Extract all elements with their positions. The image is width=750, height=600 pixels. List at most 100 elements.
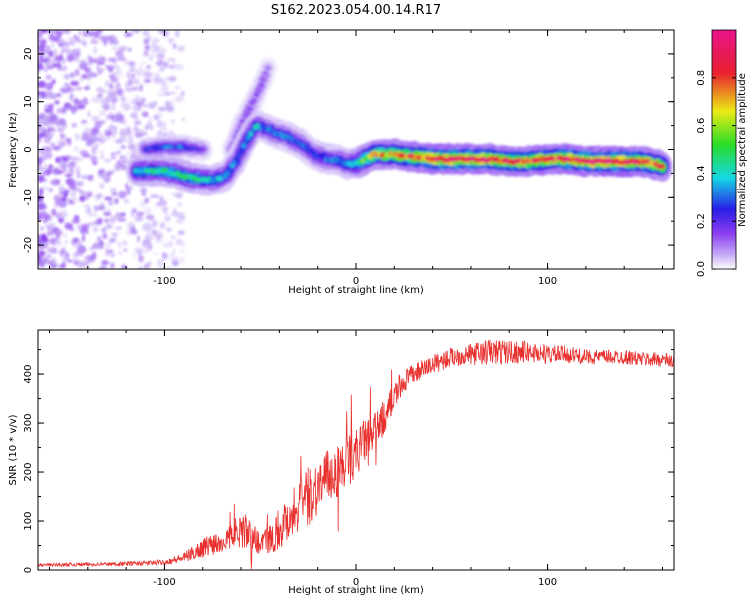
ridge-mark (239, 148, 244, 154)
ridge-mark (227, 166, 233, 172)
noise-speckle (97, 119, 101, 126)
noise-speckle (154, 239, 164, 243)
noise-speckle (66, 259, 73, 263)
noise-speckle (91, 147, 97, 156)
noise-speckle (61, 90, 68, 94)
noise-speckle (113, 36, 118, 42)
noise-speckle (59, 52, 64, 59)
noise-speckle (40, 226, 44, 231)
noise-speckle (85, 192, 90, 198)
noise-speckle (81, 260, 89, 268)
noise-speckle (100, 35, 109, 43)
noise-speckle (48, 50, 54, 58)
noise-speckle (95, 132, 104, 140)
noise-speckle (115, 111, 122, 117)
noise-speckle (38, 30, 43, 38)
noise-speckle (109, 216, 117, 224)
noise-speckle (69, 40, 76, 46)
noise-speckle (98, 266, 103, 269)
noise-speckle (77, 99, 83, 106)
noise-speckle (73, 259, 79, 266)
noise-speckle (49, 35, 56, 42)
noise-speckle (40, 46, 46, 53)
noise-speckle (42, 258, 50, 264)
colorbar-label: Normalized spectral amplitude (737, 73, 748, 227)
noise-speckle (104, 159, 112, 162)
noise-speckle (85, 70, 94, 79)
noise-speckle (61, 65, 68, 72)
noise-speckle (43, 137, 51, 144)
noise-speckle (151, 219, 158, 228)
snr-ylabel: SNR (10 * v/v) (8, 414, 19, 485)
noise-speckle (86, 30, 96, 37)
noise-speckle (42, 90, 46, 97)
noise-speckle (166, 57, 176, 62)
noise-speckle (52, 120, 60, 125)
colorbar: 0.0 0.2 0.4 0.6 0.8 Normalized spectral ampl… (696, 29, 748, 277)
noise-speckle (78, 240, 82, 247)
noise-speckle (135, 100, 145, 107)
noise-speckle (92, 96, 102, 103)
noise-speckle (79, 39, 87, 45)
noise-speckle (38, 93, 43, 99)
noise-speckle (78, 30, 82, 38)
noise-speckle (172, 43, 177, 50)
noise-speckle (126, 151, 131, 157)
noise-speckle (104, 80, 111, 87)
noise-speckle (114, 76, 119, 83)
noise-speckle (65, 137, 72, 143)
ridge-mark (245, 135, 251, 141)
spectrogram-ytick-label: 20 (23, 48, 34, 61)
noise-speckle (138, 255, 144, 263)
noise-speckle (156, 52, 165, 60)
noise-speckle (111, 97, 116, 105)
noise-speckle (138, 65, 144, 72)
noise-speckle (83, 86, 91, 90)
noise-speckle (93, 227, 98, 232)
noise-speckle (61, 253, 67, 261)
noise-speckle (111, 105, 116, 111)
noise-speckle (42, 117, 47, 125)
colorbar-gradient (711, 29, 737, 270)
noise-speckle (159, 222, 166, 229)
noise-speckle (141, 192, 147, 196)
snr-ytick-label: 300 (23, 414, 34, 433)
noise-speckle (56, 170, 63, 175)
noise-speckle (103, 136, 111, 141)
noise-speckle (105, 114, 112, 120)
spectrogram-ytick-label: -20 (23, 237, 34, 253)
spectrogram-ytick-label: -10 (23, 189, 34, 205)
noise-speckle (144, 197, 150, 204)
noise-speckle (68, 170, 73, 175)
colorbar-tick-label: 0.8 (696, 70, 707, 86)
noise-speckle (58, 217, 64, 224)
noise-speckle (155, 229, 161, 235)
noise-speckle (73, 99, 78, 103)
colorbar-tick-label: 0.2 (696, 213, 707, 229)
noise-speckle (159, 112, 163, 117)
noise-speckle (52, 48, 58, 57)
noise-speckle (171, 60, 177, 65)
noise-speckle (97, 236, 102, 242)
noise-speckle (123, 248, 128, 252)
snr-ytick-label: 0 (23, 567, 34, 573)
secondary-ridge-mark (258, 83, 264, 87)
noise-speckle (49, 264, 58, 268)
noise-speckle (61, 196, 67, 203)
noise-speckle (140, 97, 147, 102)
noise-speckle (78, 104, 86, 110)
noise-speckle (67, 37, 77, 42)
noise-speckle (161, 206, 169, 212)
noise-speckle (60, 201, 67, 208)
noise-speckle (81, 120, 88, 124)
noise-speckle (171, 119, 175, 124)
noise-speckle (38, 195, 44, 202)
noise-speckle (174, 30, 180, 38)
noise-speckle (50, 209, 56, 213)
noise-speckle (126, 221, 136, 229)
noise-speckle (156, 119, 162, 128)
spectrogram-xtick-label: -100 (153, 276, 176, 287)
noise-speckle (134, 215, 144, 222)
